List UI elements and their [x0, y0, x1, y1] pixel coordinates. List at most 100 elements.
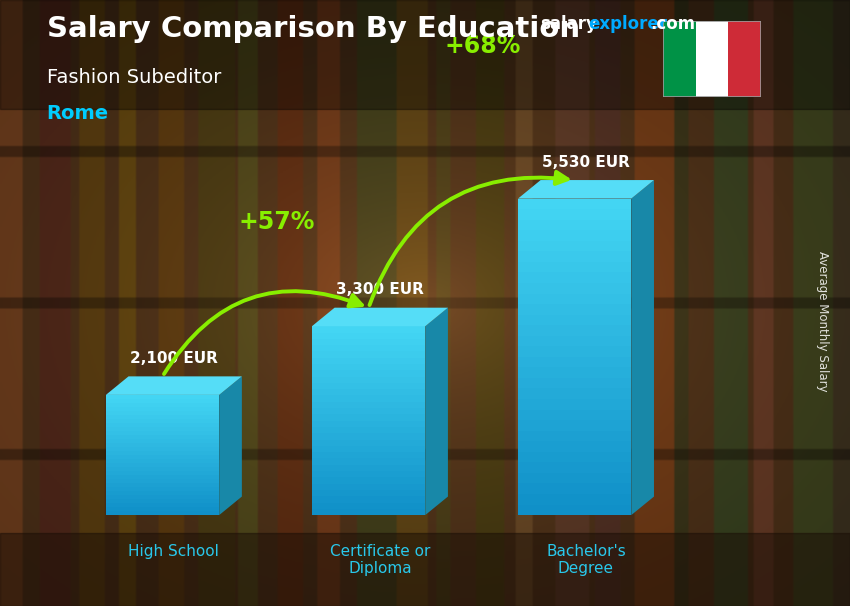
Bar — [518, 283, 632, 293]
Text: +57%: +57% — [239, 210, 315, 235]
Text: Average Monthly Salary: Average Monthly Salary — [816, 251, 829, 391]
Bar — [106, 415, 219, 419]
Polygon shape — [219, 376, 242, 515]
Text: .com: .com — [650, 15, 695, 33]
Bar — [518, 473, 632, 484]
Bar — [312, 351, 425, 358]
Polygon shape — [312, 308, 448, 326]
Bar — [312, 471, 425, 478]
Bar — [518, 399, 632, 410]
Bar — [106, 455, 219, 459]
Bar — [0, 533, 850, 606]
Bar — [518, 251, 632, 262]
Bar — [518, 484, 632, 494]
Bar — [518, 230, 632, 241]
Text: Rome: Rome — [47, 104, 109, 123]
Text: Bachelor's
Degree: Bachelor's Degree — [546, 544, 626, 576]
Bar — [518, 378, 632, 388]
Bar — [312, 402, 425, 408]
Text: 2,100 EUR: 2,100 EUR — [130, 351, 218, 366]
Bar — [518, 505, 632, 515]
Bar — [312, 370, 425, 376]
Bar — [106, 463, 219, 467]
Bar — [106, 431, 219, 435]
Bar — [312, 478, 425, 484]
Bar — [518, 346, 632, 357]
Bar — [663, 21, 695, 97]
Bar — [0, 0, 850, 109]
Bar — [106, 499, 219, 503]
Bar — [106, 419, 219, 423]
Bar — [312, 439, 425, 446]
Bar — [106, 475, 219, 479]
Polygon shape — [632, 180, 654, 515]
Bar — [518, 241, 632, 251]
Bar — [106, 487, 219, 491]
Bar — [106, 511, 219, 515]
Bar — [106, 459, 219, 463]
Bar — [106, 403, 219, 407]
Bar — [312, 502, 425, 509]
Bar — [518, 462, 632, 473]
Bar — [518, 452, 632, 462]
Bar — [312, 415, 425, 421]
Bar — [518, 410, 632, 420]
Bar — [312, 383, 425, 389]
Bar — [312, 490, 425, 496]
Bar — [106, 507, 219, 511]
Bar — [312, 396, 425, 402]
Bar — [312, 408, 425, 415]
Bar — [106, 407, 219, 411]
Bar — [312, 458, 425, 465]
Bar — [518, 494, 632, 505]
Bar — [728, 21, 761, 97]
Bar — [695, 21, 728, 97]
Bar — [518, 220, 632, 230]
Polygon shape — [106, 376, 242, 395]
Bar — [312, 427, 425, 433]
Text: salary: salary — [540, 15, 597, 33]
Bar — [106, 443, 219, 447]
Bar — [106, 479, 219, 483]
Bar — [518, 388, 632, 399]
Bar — [518, 209, 632, 220]
Text: explorer: explorer — [588, 15, 667, 33]
Bar — [312, 446, 425, 452]
Bar — [518, 262, 632, 273]
Polygon shape — [425, 308, 448, 515]
Bar — [312, 345, 425, 351]
Bar — [312, 389, 425, 396]
Bar — [312, 509, 425, 515]
Bar — [312, 333, 425, 339]
Bar — [106, 451, 219, 455]
Bar — [312, 339, 425, 345]
Bar — [312, 358, 425, 364]
Text: Fashion Subeditor: Fashion Subeditor — [47, 68, 221, 87]
Bar — [106, 491, 219, 495]
Bar — [518, 441, 632, 452]
Bar — [106, 447, 219, 451]
Bar — [106, 435, 219, 439]
Bar — [518, 315, 632, 325]
Bar — [312, 496, 425, 502]
Bar — [106, 411, 219, 415]
Bar — [518, 304, 632, 315]
Bar — [106, 395, 219, 399]
Bar — [518, 199, 632, 209]
Text: 3,300 EUR: 3,300 EUR — [336, 282, 424, 298]
Text: Certificate or
Diploma: Certificate or Diploma — [330, 544, 430, 576]
Bar — [106, 503, 219, 507]
Bar — [518, 325, 632, 336]
Bar — [312, 484, 425, 490]
Bar — [106, 495, 219, 499]
Bar — [312, 452, 425, 459]
Text: +68%: +68% — [445, 34, 521, 58]
Bar — [106, 483, 219, 487]
Bar — [106, 427, 219, 431]
Bar — [518, 293, 632, 304]
Polygon shape — [518, 180, 654, 199]
Bar — [518, 336, 632, 346]
Text: High School: High School — [128, 544, 219, 559]
Bar — [518, 431, 632, 441]
Bar — [312, 376, 425, 383]
